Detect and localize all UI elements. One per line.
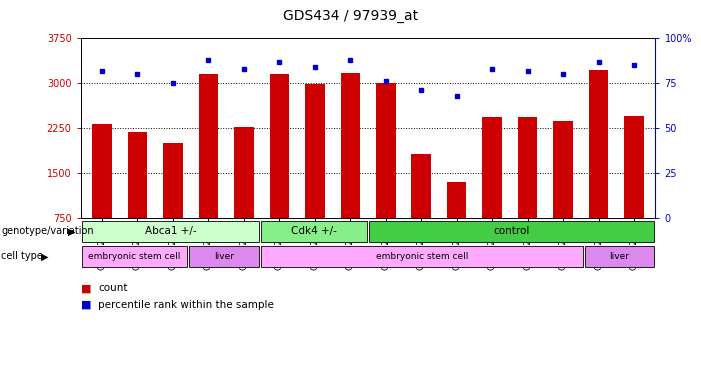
Bar <box>411 154 431 218</box>
Text: ■: ■ <box>81 300 91 310</box>
Text: Abca1 +/-: Abca1 +/- <box>144 227 196 236</box>
Bar <box>163 143 183 218</box>
Text: liver: liver <box>609 252 629 261</box>
Text: embryonic stem cell: embryonic stem cell <box>88 252 181 261</box>
Text: embryonic stem cell: embryonic stem cell <box>376 252 468 261</box>
Text: percentile rank within the sample: percentile rank within the sample <box>98 300 274 310</box>
Bar <box>518 117 538 218</box>
Bar <box>447 183 466 218</box>
Text: ■: ■ <box>81 283 91 294</box>
Text: genotype/variation: genotype/variation <box>1 227 94 236</box>
FancyBboxPatch shape <box>585 246 654 267</box>
Bar <box>198 74 218 218</box>
FancyBboxPatch shape <box>261 221 367 242</box>
Bar <box>92 124 111 218</box>
Bar <box>128 132 147 218</box>
Text: ▶: ▶ <box>41 251 49 261</box>
Bar <box>270 74 289 218</box>
Bar <box>482 117 502 218</box>
FancyBboxPatch shape <box>261 246 583 267</box>
Bar <box>553 121 573 218</box>
Text: count: count <box>98 283 128 294</box>
Bar <box>305 84 325 218</box>
Bar <box>589 70 608 218</box>
Text: control: control <box>494 227 530 236</box>
Text: liver: liver <box>215 252 234 261</box>
FancyBboxPatch shape <box>369 221 654 242</box>
Text: Cdk4 +/-: Cdk4 +/- <box>291 227 337 236</box>
Text: ▶: ▶ <box>68 227 76 236</box>
Bar <box>234 127 254 218</box>
Text: cell type: cell type <box>1 251 43 261</box>
FancyBboxPatch shape <box>82 221 259 242</box>
Bar <box>341 73 360 218</box>
FancyBboxPatch shape <box>189 246 259 267</box>
Bar <box>625 116 644 218</box>
Text: GDS434 / 97939_at: GDS434 / 97939_at <box>283 9 418 23</box>
Bar <box>376 83 395 218</box>
FancyBboxPatch shape <box>82 246 187 267</box>
